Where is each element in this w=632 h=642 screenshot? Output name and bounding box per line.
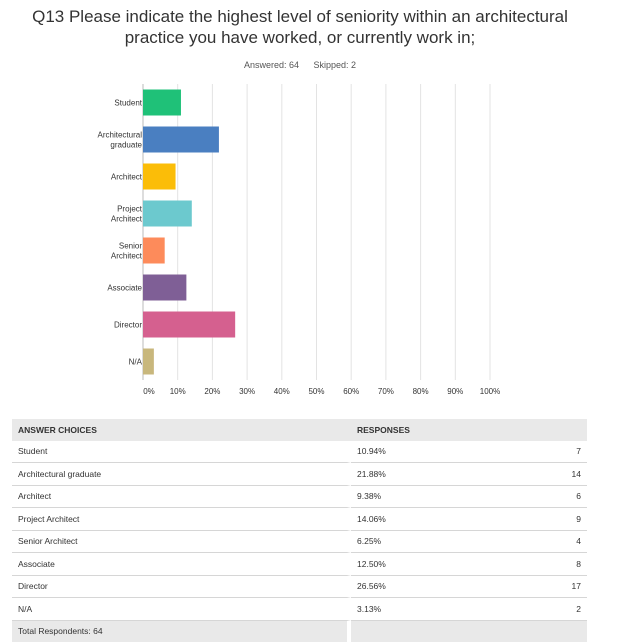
row-percent: 14.06% [351,508,483,531]
table-row: Project Architect 14.06% 9 [12,508,587,531]
row-count: 6 [483,486,587,509]
row-percent: 3.13% [351,598,483,621]
row-count: 2 [483,598,587,621]
bar [143,238,165,264]
row-percent: 6.25% [351,531,483,554]
row-label: Associate [12,553,351,576]
question-title-line1: Q13 Please indicate the highest level of… [0,6,600,27]
tick-label: 50% [308,387,324,396]
category-label: Associate [107,284,142,293]
row-percent: 9.38% [351,486,483,509]
tick-label: 80% [413,387,429,396]
question-title-line2: practice you have worked, or currently w… [0,27,600,48]
row-label: Student [12,441,351,464]
row-percent: 26.56% [351,576,483,599]
category-labels: StudentArchitecturalgraduateArchitectPro… [98,99,143,367]
bar [143,164,176,190]
row-label: Project Architect [12,508,351,531]
footer-empty-cell [351,621,587,642]
table-row: Architectural graduate 21.88% 14 [12,463,587,486]
category-label: Architectural [98,131,143,140]
category-label: Architect [111,252,143,261]
bar [143,275,186,301]
row-count: 7 [483,441,587,464]
category-label: Senior [119,242,142,251]
row-percent: 21.88% [351,463,483,486]
header-count [483,419,587,441]
table-header-row: ANSWER CHOICES RESPONSES [12,419,587,441]
bar [143,349,154,375]
tick-label: 100% [480,387,500,396]
row-label: Architectural graduate [12,463,351,486]
row-count: 8 [483,553,587,576]
table-row: Associate 12.50% 8 [12,553,587,576]
row-count: 17 [483,576,587,599]
tick-label: 90% [447,387,463,396]
row-count: 4 [483,531,587,554]
row-count: 14 [483,463,587,486]
responses-table: ANSWER CHOICES RESPONSES Student 10.94% … [12,419,587,642]
question-title: Q13 Please indicate the highest level of… [0,6,600,48]
tick-label: 20% [204,387,220,396]
row-percent: 12.50% [351,553,483,576]
chart-bars [143,90,235,375]
row-count: 9 [483,508,587,531]
category-label: graduate [110,141,142,150]
table-row: Student 10.94% 7 [12,441,587,464]
header-answer-choices: ANSWER CHOICES [12,419,351,441]
category-label: Student [114,99,142,108]
category-label: Architect [111,173,143,182]
row-label: Architect [12,486,351,509]
tick-label: 10% [170,387,186,396]
category-label: Director [114,321,142,330]
tick-label: 40% [274,387,290,396]
table-row: N/A 3.13% 2 [12,598,587,621]
header-responses: RESPONSES [351,419,483,441]
tick-label: 0% [143,387,155,396]
total-respondents: Total Respondents: 64 [12,621,351,642]
table-row: Architect 9.38% 6 [12,486,587,509]
table-row: Senior Architect 6.25% 4 [12,531,587,554]
bar [143,90,181,116]
tick-labels: 0% 10% 20% 30% 40% 50% 60% 70% 80% 90% 100% [143,387,500,396]
tick-label: 30% [239,387,255,396]
bar [143,201,192,227]
answered-count: Answered: 64 [244,60,299,70]
row-label: Director [12,576,351,599]
table-row: Director 26.56% 17 [12,576,587,599]
category-label: Project [117,205,143,214]
category-label: Architect [111,215,143,224]
bar [143,312,235,338]
row-label: Senior Architect [12,531,351,554]
bar [143,127,219,153]
tick-label: 60% [343,387,359,396]
response-meta: Answered: 64 Skipped: 2 [0,60,600,70]
table-footer-row: Total Respondents: 64 [12,621,587,642]
row-percent: 10.94% [351,441,483,464]
category-label: N/A [129,358,143,367]
skipped-count: Skipped: 2 [314,60,357,70]
tick-label: 70% [378,387,394,396]
row-label: N/A [12,598,351,621]
bar-chart: StudentArchitecturalgraduateArchitectPro… [0,76,632,406]
